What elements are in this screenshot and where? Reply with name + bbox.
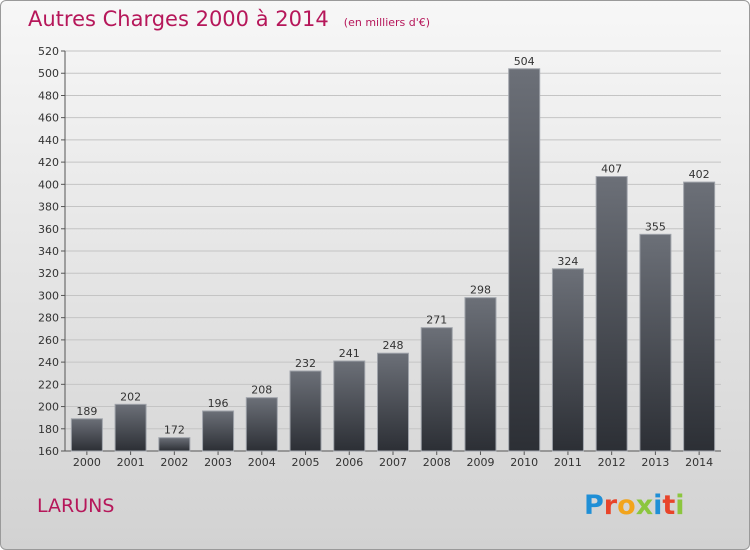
x-tick-label: 2000: [73, 456, 101, 469]
y-tick-label: 520: [38, 45, 59, 58]
bar: [683, 181, 716, 452]
data-label: 271: [426, 314, 447, 327]
data-label: 241: [339, 347, 360, 360]
axis-layer: 160 180 200 220 240 260 280 300 320 340 360 380 400 4…: [38, 45, 721, 458]
bar: [289, 370, 322, 452]
logo-letter: P: [584, 490, 604, 521]
bar: [464, 297, 497, 452]
data-label: 196: [208, 397, 229, 410]
x-tick-label: 2014: [685, 456, 713, 469]
x-tick-label: 2012: [598, 456, 626, 469]
x-tick-label: 2003: [204, 456, 232, 469]
y-tick-label: 200: [38, 401, 59, 414]
bar: [245, 397, 278, 452]
bar: [333, 360, 366, 452]
chart-title: Autres Charges 2000 à 2014: [28, 7, 329, 31]
data-label: 189: [76, 405, 97, 418]
y-tick-label: 360: [38, 223, 59, 236]
data-label: 324: [557, 255, 578, 268]
y-tick-label: 480: [38, 89, 59, 102]
data-label: 248: [383, 339, 404, 352]
y-tick-label: 240: [38, 356, 59, 369]
x-tick-label: 2013: [641, 456, 669, 469]
logo-letter: r: [603, 490, 618, 521]
y-tick-label: 280: [38, 312, 59, 325]
y-tick-label: 300: [38, 289, 59, 302]
data-label: 504: [514, 55, 535, 68]
y-tick-label: 420: [38, 156, 59, 169]
y-tick-label: 460: [38, 112, 59, 125]
data-label: 402: [689, 168, 710, 181]
x-tick-label: 2010: [510, 456, 538, 469]
bar: [202, 410, 235, 452]
y-tick-label: 180: [38, 423, 59, 436]
bar: [420, 327, 453, 452]
y-tick-label: 320: [38, 267, 59, 280]
y-tick-label: 440: [38, 134, 59, 147]
bar: [377, 352, 409, 452]
town-name: LARUNS: [37, 495, 115, 517]
logo-letter: o: [617, 490, 636, 521]
y-tick-label: 220: [38, 378, 59, 391]
data-label: 208: [251, 384, 272, 397]
x-tick-label: 2009: [466, 456, 494, 469]
bar-layer: [70, 68, 716, 452]
bar: [639, 233, 672, 452]
y-tick-label: 400: [38, 178, 59, 191]
logo-letter: i: [675, 490, 685, 521]
proxiti-logo[interactable]: Proxiti: [584, 490, 685, 521]
data-label: 355: [645, 220, 666, 233]
y-tick-label: 340: [38, 245, 59, 258]
x-tick-label: 2004: [248, 456, 276, 469]
data-label: 407: [601, 163, 622, 176]
data-label: 172: [164, 424, 185, 437]
x-tick-label: 2006: [335, 456, 363, 469]
data-label: 202: [120, 390, 141, 403]
bar: [595, 176, 628, 452]
x-tick-label: 2008: [423, 456, 451, 469]
y-tick-label: 260: [38, 334, 59, 347]
y-tick-label: 160: [38, 445, 59, 458]
logo-letter: x: [635, 490, 654, 521]
x-tick-label: 2002: [160, 456, 188, 469]
data-label: 232: [295, 357, 316, 370]
bar: [158, 437, 191, 452]
logo-letter: i: [653, 490, 663, 521]
bar: [70, 418, 103, 452]
data-label: 298: [470, 284, 491, 297]
x-tick-label: 2011: [554, 456, 582, 469]
logo-letter: t: [662, 490, 676, 521]
x-tick-label: 2001: [117, 456, 145, 469]
x-tick-label: 2005: [292, 456, 320, 469]
bar: [508, 68, 541, 452]
label-layer: 2000 189 2001 202 2002 172 2003 196 2004 208 2005 2…: [73, 55, 713, 469]
y-tick-label: 500: [38, 67, 59, 80]
x-tick-label: 2007: [379, 456, 407, 469]
bar: [114, 403, 147, 452]
y-tick-label: 380: [38, 201, 59, 214]
chart-subtitle: (en milliers d'€): [343, 16, 431, 29]
title-row: Autres Charges 2000 à 2014 (en milliers …: [28, 7, 430, 31]
bar: [551, 268, 584, 452]
